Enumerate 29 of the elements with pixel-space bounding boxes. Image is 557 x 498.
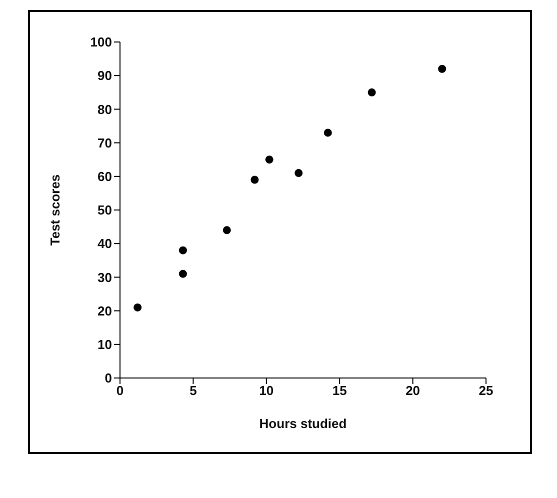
point: [368, 88, 376, 96]
point: [178, 270, 187, 278]
point: [250, 176, 259, 184]
point: [438, 64, 446, 73]
y-tick-label: 70: [98, 135, 112, 150]
point: [134, 303, 142, 312]
y-tick-label: 60: [98, 169, 112, 184]
point: [294, 169, 303, 178]
x-tick-label: 25: [478, 383, 494, 398]
x-tick-label: 0: [116, 383, 124, 398]
point: [324, 128, 332, 137]
y-tick-label: 90: [98, 68, 112, 84]
y-tick-label: 80: [98, 102, 112, 117]
x-axis-title: Hours studied: [259, 416, 347, 431]
y-tick-label: 100: [90, 34, 112, 50]
x-tick-label: 20: [406, 383, 420, 398]
point: [178, 246, 187, 254]
y-tick-label: 30: [98, 270, 112, 285]
y-tick-label: 0: [104, 370, 112, 386]
y-tick-label: 10: [98, 337, 112, 352]
point: [222, 226, 231, 234]
y-tick-label: 50: [98, 202, 112, 218]
x-tick-label: 10: [259, 383, 274, 398]
x-tick-label: 15: [332, 383, 347, 398]
point: [265, 156, 274, 164]
y-tick-label: 40: [98, 236, 112, 252]
x-tick-label: 5: [190, 383, 197, 398]
y-tick-label: 20: [98, 303, 112, 318]
y-axis-title: Test scores: [48, 174, 63, 246]
